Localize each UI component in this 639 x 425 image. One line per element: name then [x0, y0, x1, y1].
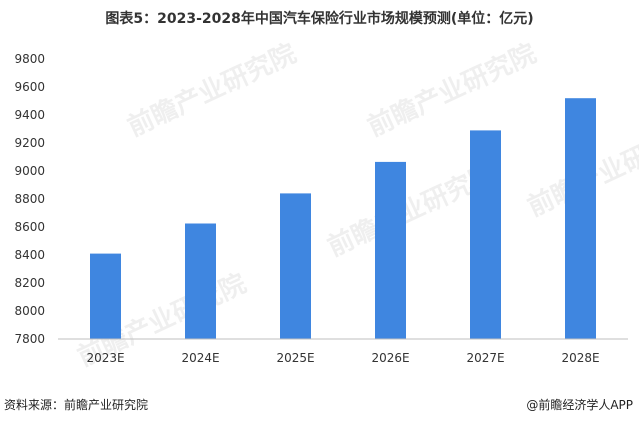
- source-note: 资料来源：前瞻产业研究院: [4, 398, 149, 412]
- bar-2023E: [90, 253, 121, 339]
- x-tick-label: 2026E: [371, 351, 409, 365]
- y-tick-label: 9400: [14, 108, 45, 122]
- x-tick-label: 2028E: [561, 351, 599, 365]
- y-tick-label: 8400: [14, 248, 45, 262]
- y-tick-label: 9000: [14, 164, 45, 178]
- bar-2026E: [375, 161, 406, 339]
- x-tick-label: 2023E: [86, 351, 124, 365]
- y-tick-label: 8200: [14, 276, 45, 290]
- bars: [90, 98, 596, 339]
- y-tick-label: 8600: [14, 220, 45, 234]
- y-tick-label: 9600: [14, 80, 45, 94]
- credit-note: @前瞻经济学人APP: [526, 398, 633, 412]
- x-tick-label: 2024E: [181, 351, 219, 365]
- chart-title: 图表5：2023-2028年中国汽车保险行业市场规模预测(单位：亿元): [105, 11, 534, 27]
- bar-2028E: [565, 98, 596, 339]
- x-axis: 2023E 2024E 2025E 2026E 2027E 2028E: [86, 351, 599, 365]
- y-tick-label: 9200: [14, 136, 45, 150]
- bar-2025E: [280, 193, 311, 339]
- y-tick-label: 8800: [14, 192, 45, 206]
- y-axis: 7800 8000 8200 8400 8600 8800 9000 9200 9400 9600…: [14, 52, 45, 346]
- y-tick-label: 9800: [14, 52, 45, 66]
- x-tick-label: 2027E: [466, 351, 504, 365]
- y-tick-label: 8000: [14, 304, 45, 318]
- bar-2027E: [470, 130, 501, 339]
- x-tick-label: 2025E: [276, 351, 314, 365]
- bar-2024E: [185, 223, 216, 339]
- y-tick-label: 7800: [14, 332, 45, 346]
